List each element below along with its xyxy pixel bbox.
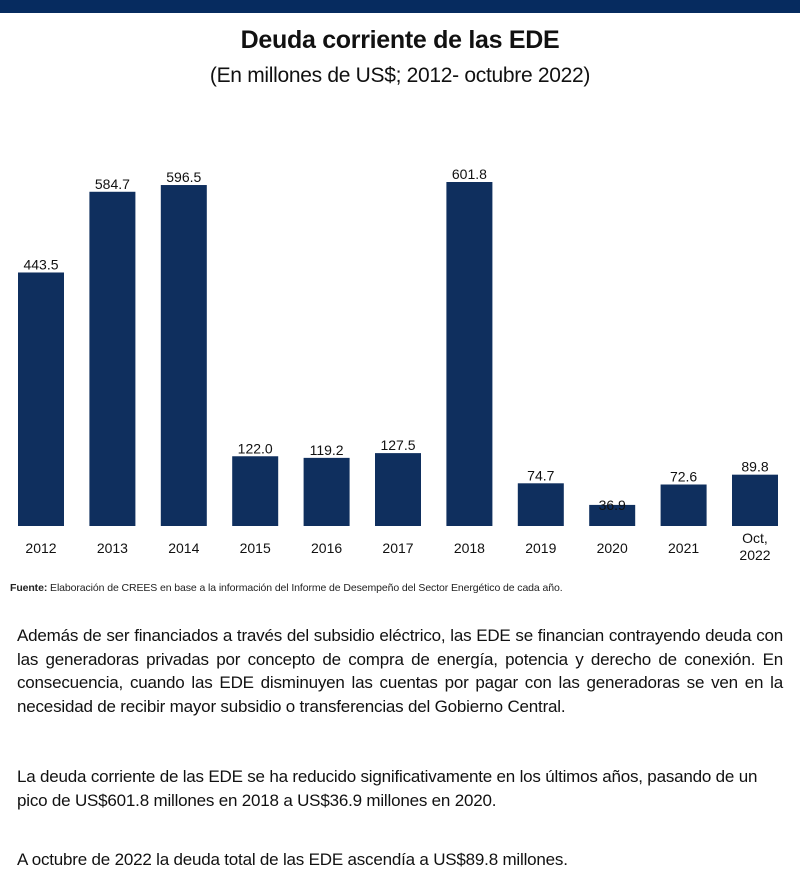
- value-label-3: 122.0: [238, 440, 273, 456]
- x-tick-label-3: 2015: [240, 540, 271, 556]
- bar-0: [18, 272, 64, 526]
- bar-3: [232, 456, 279, 526]
- x-tick-label-8: 2020: [597, 540, 628, 556]
- bar-7: [517, 483, 564, 526]
- chart-title: Deuda corriente de las EDE: [240, 26, 560, 54]
- paragraph-2: La deuda corriente de las EDE se ha redu…: [17, 767, 758, 810]
- value-label-1: 584.7: [95, 176, 130, 192]
- x-tick-label-0: 2012: [25, 540, 56, 556]
- value-label-4: 119.2: [310, 442, 344, 458]
- chart-subtitle: (En millones de US$; 2012- octubre 2022): [209, 64, 591, 87]
- source-text: Elaboración de CREES en base a la inform…: [47, 582, 563, 594]
- paragraph-1: Además de ser financiados a través del s…: [17, 626, 783, 716]
- value-label-8: 36.9: [599, 497, 626, 513]
- x-tick-label-1: 2013: [97, 540, 128, 556]
- header-band: [0, 0, 800, 13]
- x-tick-label-10: Oct, 2022: [739, 530, 770, 563]
- value-label-10: 89.8: [741, 459, 768, 475]
- bar-6: [446, 182, 493, 526]
- x-tick-label-7: 2019: [525, 540, 556, 556]
- bar-8: [589, 504, 636, 526]
- value-label-2: 596.5: [166, 169, 201, 185]
- source-note: Fuente: Elaboración de CREES en base a l…: [10, 582, 563, 594]
- x-tick-label-5: 2017: [382, 540, 413, 556]
- paragraph-3: A octubre de 2022 la deuda total de las …: [17, 850, 568, 869]
- bar-2: [160, 185, 207, 526]
- value-label-7: 74.7: [527, 467, 554, 483]
- x-tick-label-9: 2021: [668, 540, 699, 556]
- bar-chart: 443.5 2012 584.7 2013 596.5 2014 122.0 2015 119.…: [18, 166, 778, 563]
- bar-5: [375, 453, 421, 526]
- x-tick-label-4: 2016: [311, 540, 342, 556]
- source-label: Fuente:: [10, 582, 48, 594]
- value-label-0: 443.5: [23, 256, 58, 272]
- bar-1: [89, 191, 136, 527]
- value-label-9: 72.6: [670, 469, 697, 485]
- bar-9: [660, 484, 707, 526]
- value-label-5: 127.5: [380, 437, 415, 453]
- x-tick-label-6: 2018: [454, 540, 485, 556]
- bar-4: [303, 457, 350, 526]
- value-label-6: 601.8: [452, 166, 487, 182]
- bar-10: [732, 474, 778, 526]
- x-tick-label-2: 2014: [168, 540, 199, 556]
